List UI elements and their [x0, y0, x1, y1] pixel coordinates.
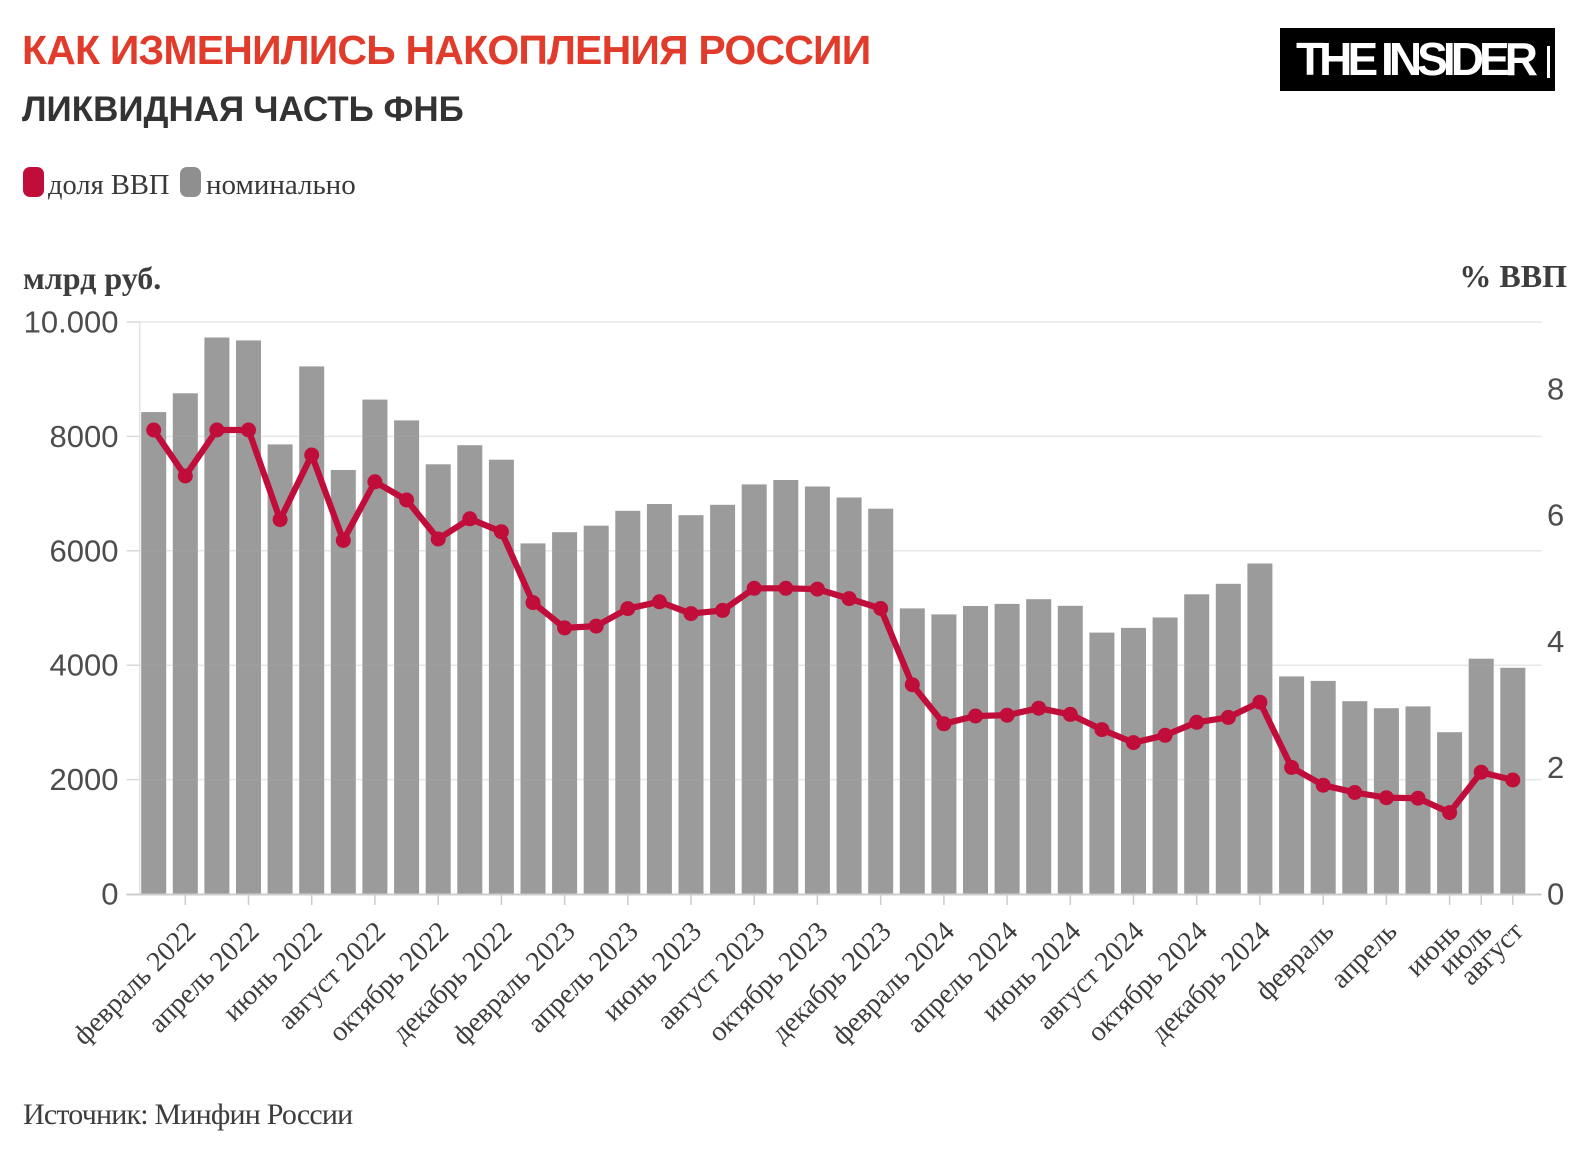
svg-text:доля ВВП: доля ВВП: [48, 170, 169, 201]
svg-text:млрд руб.: млрд руб.: [23, 260, 161, 296]
svg-text:Источник: Минфин России: Источник: Минфин России: [23, 1098, 353, 1131]
svg-text:THE INSIDER: THE INSIDER: [1296, 33, 1538, 85]
svg-text:4: 4: [1547, 624, 1564, 659]
svg-text:% ВВП: % ВВП: [1459, 258, 1567, 294]
svg-text:4000: 4000: [50, 648, 119, 683]
svg-text:номинально: номинально: [206, 169, 356, 201]
svg-text:10.000: 10.000: [24, 305, 119, 340]
svg-text:КАК ИЗМЕНИЛИСЬ НАКОПЛЕНИЯ РОСС: КАК ИЗМЕНИЛИСЬ НАКОПЛЕНИЯ РОССИИ: [22, 27, 870, 73]
svg-text:8: 8: [1547, 371, 1564, 406]
svg-text:0: 0: [101, 877, 118, 912]
svg-text:0: 0: [1547, 877, 1564, 912]
svg-text:6000: 6000: [50, 533, 119, 568]
svg-text:2: 2: [1547, 750, 1564, 785]
svg-text:2000: 2000: [50, 762, 119, 797]
svg-text:8000: 8000: [50, 419, 119, 454]
svg-text:ЛИКВИДНАЯ ЧАСТЬ ФНБ: ЛИКВИДНАЯ ЧАСТЬ ФНБ: [22, 90, 464, 129]
svg-text:6: 6: [1547, 498, 1564, 533]
